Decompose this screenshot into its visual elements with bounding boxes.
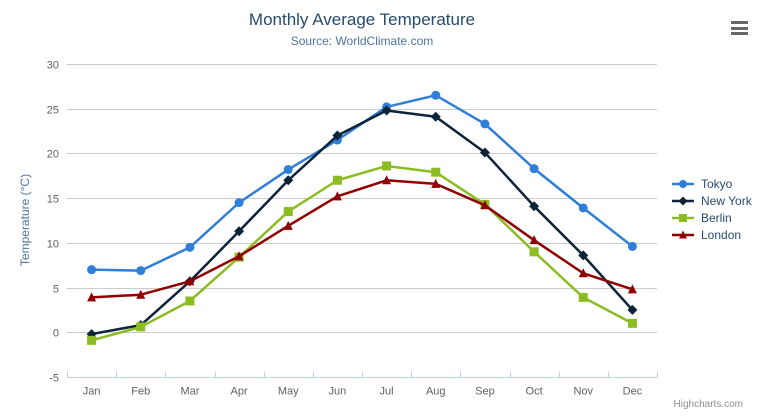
data-point-berlin-aug[interactable] xyxy=(431,167,441,177)
legend-marker-square-icon xyxy=(672,213,694,222)
data-point-tokyo-oct[interactable] xyxy=(529,164,539,174)
data-point-berlin-nov[interactable] xyxy=(578,292,588,302)
data-point-tokyo-mar[interactable] xyxy=(185,242,195,252)
y-axis-label: 25 xyxy=(47,105,59,117)
x-axis-label: Apr xyxy=(231,386,248,398)
series-tokyo xyxy=(87,90,637,276)
data-point-berlin-jan[interactable] xyxy=(87,335,97,345)
series-line-new-york xyxy=(90,109,634,336)
x-axis-label: Oct xyxy=(526,386,543,398)
y-axis-label: 10 xyxy=(47,239,59,251)
legend-label: London xyxy=(701,227,742,242)
data-point-london-dec[interactable] xyxy=(627,284,637,294)
data-point-london-jan[interactable] xyxy=(87,292,97,302)
data-point-tokyo-sep[interactable] xyxy=(480,119,490,129)
data-point-berlin-dec[interactable] xyxy=(627,318,637,328)
data-point-tokyo-aug[interactable] xyxy=(431,90,441,100)
x-axis-label: May xyxy=(278,386,299,398)
data-point-new-york-nov[interactable] xyxy=(578,250,589,261)
y-axis-label: 15 xyxy=(47,194,59,206)
legend-item-berlin[interactable]: Berlin xyxy=(672,209,752,226)
series-new-york xyxy=(86,105,638,340)
data-point-new-york-oct[interactable] xyxy=(529,201,540,212)
x-axis-label: Aug xyxy=(426,386,446,398)
data-point-london-jun[interactable] xyxy=(332,191,342,201)
y-axis-label: 5 xyxy=(53,284,59,296)
legend: Tokyo New York Berlin London xyxy=(672,175,752,243)
data-point-new-york-may[interactable] xyxy=(283,175,294,186)
legend-label: New York xyxy=(701,193,752,208)
data-point-london-nov[interactable] xyxy=(578,268,588,278)
data-point-tokyo-feb[interactable] xyxy=(136,266,146,276)
legend-item-tokyo[interactable]: Tokyo xyxy=(672,175,752,192)
series-line-tokyo xyxy=(90,94,634,272)
x-axis-label: Jul xyxy=(380,386,394,398)
data-point-tokyo-may[interactable] xyxy=(283,165,293,175)
data-point-london-oct[interactable] xyxy=(529,235,539,245)
data-point-new-york-sep[interactable] xyxy=(479,147,490,158)
y-axis-label: -5 xyxy=(49,373,59,385)
data-point-tokyo-apr[interactable] xyxy=(234,198,244,208)
x-axis-label: Jan xyxy=(83,386,101,398)
x-axis-label: Sep xyxy=(475,386,495,398)
data-point-berlin-feb[interactable] xyxy=(136,322,146,332)
data-point-london-may[interactable] xyxy=(283,220,293,230)
data-point-new-york-aug[interactable] xyxy=(430,111,441,122)
x-axis-label: Feb xyxy=(131,386,150,398)
legend-marker-shape xyxy=(678,196,688,205)
data-point-new-york-apr[interactable] xyxy=(234,226,245,237)
legend-marker-shape xyxy=(679,230,687,238)
export-menu-button[interactable] xyxy=(730,20,749,37)
legend-marker-circle-icon xyxy=(672,179,694,188)
data-point-berlin-jun[interactable] xyxy=(332,175,342,185)
data-point-tokyo-dec[interactable] xyxy=(627,241,637,251)
legend-marker-shape xyxy=(679,179,687,188)
chart-subtitle: Source: WorldClimate.com xyxy=(290,34,434,48)
legend-label: Tokyo xyxy=(701,176,733,191)
data-point-new-york-jul[interactable] xyxy=(381,105,392,116)
data-point-london-jul[interactable] xyxy=(382,175,392,185)
data-point-tokyo-jan[interactable] xyxy=(87,265,97,275)
y-axis-label: 20 xyxy=(47,149,59,161)
legend-marker-shape xyxy=(679,213,687,222)
legend-marker-triangle-icon xyxy=(672,230,694,238)
data-point-london-apr[interactable] xyxy=(234,251,244,261)
x-axis-label: Dec xyxy=(623,386,643,398)
y-axis-label: 30 xyxy=(47,60,59,72)
legend-item-london[interactable]: London xyxy=(672,226,752,243)
series-london xyxy=(87,175,637,302)
x-axis-label: Mar xyxy=(180,386,199,398)
data-point-london-mar[interactable] xyxy=(185,276,195,286)
data-point-berlin-may[interactable] xyxy=(283,207,293,217)
legend-item-new-york[interactable]: New York xyxy=(672,192,752,209)
data-point-berlin-jul[interactable] xyxy=(382,161,392,171)
credits-link[interactable]: Highcharts.com xyxy=(673,399,743,410)
series-line-london xyxy=(90,179,634,299)
data-point-london-aug[interactable] xyxy=(431,178,441,188)
y-axis-label: 0 xyxy=(53,328,59,340)
data-point-berlin-mar[interactable] xyxy=(185,296,195,306)
legend-label: Berlin xyxy=(701,210,732,225)
data-point-london-sep[interactable] xyxy=(480,200,490,210)
x-axis-label: Jun xyxy=(329,386,347,398)
data-point-new-york-jun[interactable] xyxy=(332,130,343,141)
y-axis-title: Temperature (°C) xyxy=(18,173,32,267)
x-axis-label: Nov xyxy=(573,386,593,398)
series-line-berlin xyxy=(90,164,634,342)
hamburger-icon xyxy=(731,21,748,35)
legend-marker-diamond-icon xyxy=(672,196,694,205)
chart-title: Monthly Average Temperature xyxy=(248,10,476,29)
data-point-berlin-oct[interactable] xyxy=(529,247,539,257)
data-point-london-feb[interactable] xyxy=(136,289,146,299)
data-point-tokyo-nov[interactable] xyxy=(578,203,588,213)
data-point-new-york-dec[interactable] xyxy=(627,304,638,315)
